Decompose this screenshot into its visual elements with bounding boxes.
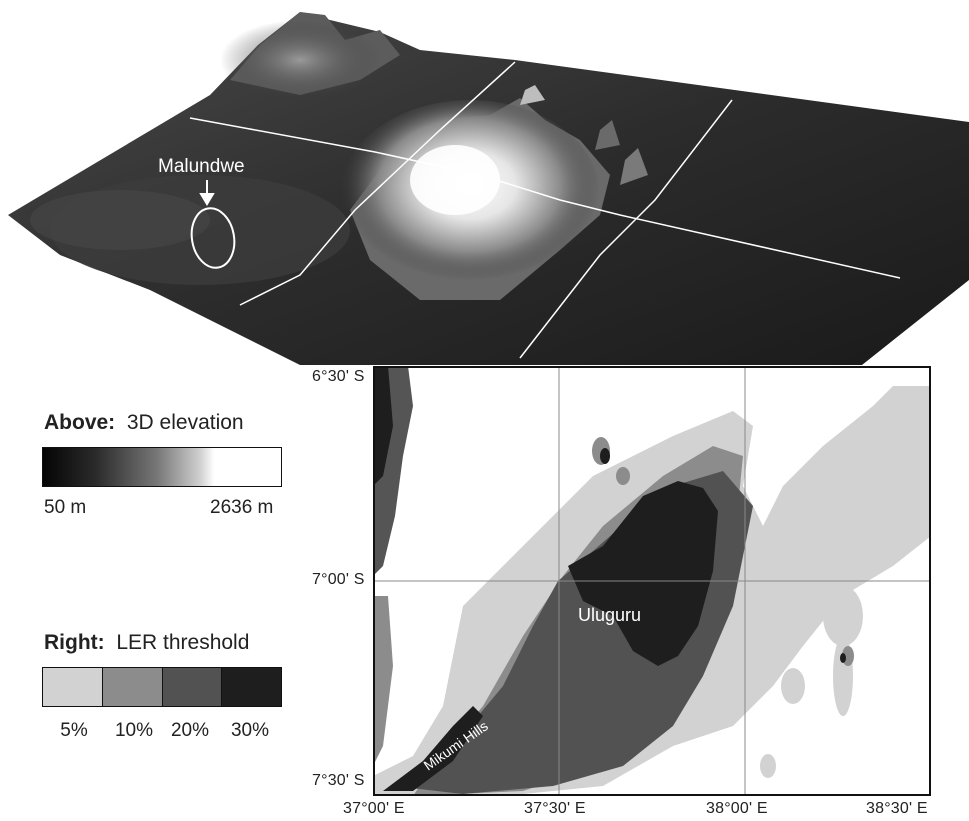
map-east-scatter: [760, 416, 918, 778]
map-band-30: [568, 481, 718, 666]
elevation-min-label: 50 m: [44, 497, 87, 518]
lon-label-3800: 38°00' E: [706, 800, 768, 817]
ler-swatch-5: [43, 668, 103, 706]
elevation-legend-title: Above: 3D elevation: [44, 411, 244, 435]
ler-swatch-30: [222, 668, 281, 706]
ler-legend-rest: LER threshold: [116, 631, 250, 654]
lat-label-0700: 7°00' S: [312, 571, 365, 588]
lon-label-3830: 38°30' E: [866, 800, 928, 817]
malundwe-circle: [190, 207, 236, 269]
map-graticule: [373, 366, 931, 796]
place-label-uluguru: Uluguru: [578, 605, 641, 625]
ler-threshold-map: Uluguru Mikumi Hills: [373, 366, 931, 796]
ler-label-20: 20%: [170, 720, 210, 741]
map-frame: [373, 366, 931, 796]
terrain-3d-view: Malundwe: [8, 12, 969, 365]
ler-legend-title: Right: LER threshold: [44, 631, 249, 655]
ler-legend-bold: Right:: [44, 631, 105, 654]
ler-label-5: 5%: [60, 720, 88, 741]
elevation-max-label: 2636 m: [210, 497, 274, 518]
lat-label-0730: 7°30' S: [312, 772, 365, 789]
elevation-legend-rest: 3D elevation: [126, 411, 244, 434]
malundwe-label: Malundwe: [158, 156, 245, 177]
ler-swatches: [42, 667, 282, 707]
elevation-colorbar: [42, 447, 282, 487]
ler-label-10: 10%: [114, 720, 154, 741]
ler-swatch-10: [102, 668, 163, 706]
terrain-grid-lines: [189, 61, 901, 359]
ler-swatch-20: [162, 668, 223, 706]
malundwe-arrow: [199, 180, 215, 206]
lat-label-0630: 6°30' S: [312, 368, 365, 385]
lon-label-3730: 37°30' E: [524, 800, 586, 817]
ler-label-30: 30%: [230, 720, 270, 741]
lon-label-3700: 37°00' E: [343, 800, 405, 817]
elevation-legend-bold: Above:: [44, 411, 116, 434]
